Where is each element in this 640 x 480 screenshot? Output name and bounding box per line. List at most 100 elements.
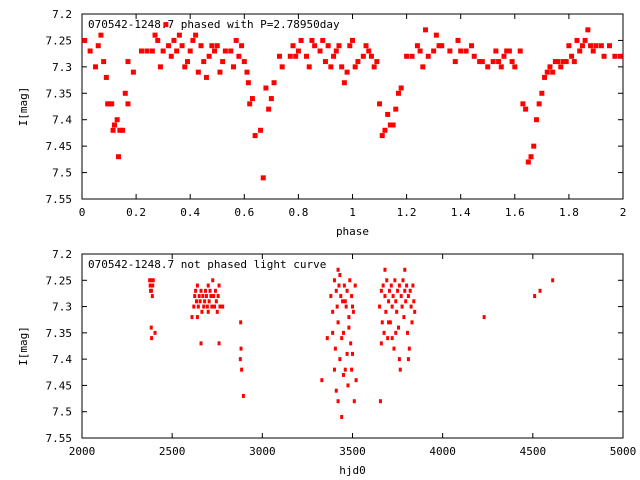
data-point [343, 299, 347, 304]
data-point [350, 294, 354, 299]
data-point [348, 278, 352, 283]
data-point [125, 59, 131, 65]
data-point [149, 288, 153, 293]
unphased-light-curve-plot: 2000 2500 3000 3500 4000 4500 5000 7.2 7.25 7.3 7.… [17, 248, 636, 477]
data-point [203, 299, 207, 304]
data-point [496, 59, 502, 65]
data-point [325, 43, 331, 49]
data-point [420, 64, 426, 70]
data-point [150, 294, 154, 299]
data-point [566, 43, 572, 49]
data-point [320, 37, 326, 43]
data-point [312, 43, 318, 49]
data-point [525, 159, 531, 165]
data-point [195, 299, 199, 304]
data-point [406, 330, 410, 335]
data-point [98, 32, 104, 38]
data-point [151, 283, 155, 288]
data-point [332, 367, 336, 372]
data-point [201, 294, 205, 299]
data-point [210, 304, 214, 309]
data-point [403, 288, 407, 293]
data-point [402, 315, 406, 320]
data-point [205, 304, 209, 309]
data-point [383, 267, 387, 272]
data-point [208, 288, 212, 293]
data-point [228, 48, 234, 54]
data-point [247, 101, 253, 107]
data-point [397, 357, 401, 362]
data-point [157, 64, 163, 70]
data-point [341, 330, 345, 335]
chart-title: 070542-1248.7 not phased light curve [88, 258, 326, 271]
data-point [582, 37, 588, 43]
data-point [538, 288, 542, 293]
data-point [560, 59, 566, 65]
data-point [347, 43, 353, 49]
data-point [390, 336, 394, 341]
data-point [240, 367, 244, 372]
data-point [393, 278, 397, 283]
data-point [204, 294, 208, 299]
data-point [174, 48, 180, 54]
data-point [336, 399, 340, 404]
data-point [382, 127, 388, 133]
data-point [383, 294, 387, 299]
data-point [405, 283, 409, 288]
data-point [350, 37, 355, 43]
data-point [216, 294, 220, 299]
data-point [349, 341, 353, 346]
data-point [387, 299, 391, 304]
data-point [163, 22, 169, 28]
data-point [479, 59, 485, 65]
data-point [493, 48, 499, 54]
data-point [588, 43, 594, 49]
data-point [334, 388, 338, 393]
data-point [395, 309, 399, 314]
data-point [304, 53, 310, 59]
data-point [298, 37, 304, 43]
data-point [150, 336, 154, 341]
data-point [195, 315, 199, 320]
data-point [168, 53, 174, 59]
x-axis-label: hjd0 [339, 464, 366, 477]
data-point [404, 299, 408, 304]
data-point [193, 294, 197, 299]
data-point [547, 64, 553, 70]
data-point [401, 278, 405, 283]
data-point [550, 69, 556, 75]
data-point [82, 37, 88, 43]
data-point [413, 309, 417, 314]
y-tick-label: 7.2 [52, 248, 72, 261]
data-point [350, 367, 354, 372]
data-point [333, 346, 337, 351]
data-point [346, 383, 350, 388]
data-point [504, 48, 510, 54]
data-point [579, 43, 585, 49]
data-point [206, 309, 210, 314]
data-point [378, 399, 382, 404]
y-tick-label: 7.4 [52, 114, 72, 127]
data-point [533, 294, 537, 299]
data-point [317, 48, 323, 54]
data-point [399, 294, 403, 299]
data-point [355, 59, 361, 65]
data-point [389, 283, 393, 288]
phased-light-curve-plot: 0 0.2 0.4 0.6 0.8 1 1.2 1.4 1.6 1.8 2 7.2 7.25 7.3 7.3… [17, 8, 626, 238]
data-point [271, 80, 277, 86]
data-point [506, 48, 512, 54]
data-point [195, 69, 201, 75]
data-point [406, 294, 410, 299]
data-point [160, 48, 166, 54]
data-point [407, 346, 411, 351]
data-point [385, 111, 391, 117]
data-point [206, 283, 210, 288]
data-point [193, 32, 199, 38]
data-point [352, 64, 358, 70]
data-point [197, 294, 201, 299]
data-point [195, 283, 199, 288]
data-point [425, 53, 431, 59]
data-point [431, 48, 437, 54]
data-point [471, 53, 477, 59]
data-point [396, 288, 400, 293]
